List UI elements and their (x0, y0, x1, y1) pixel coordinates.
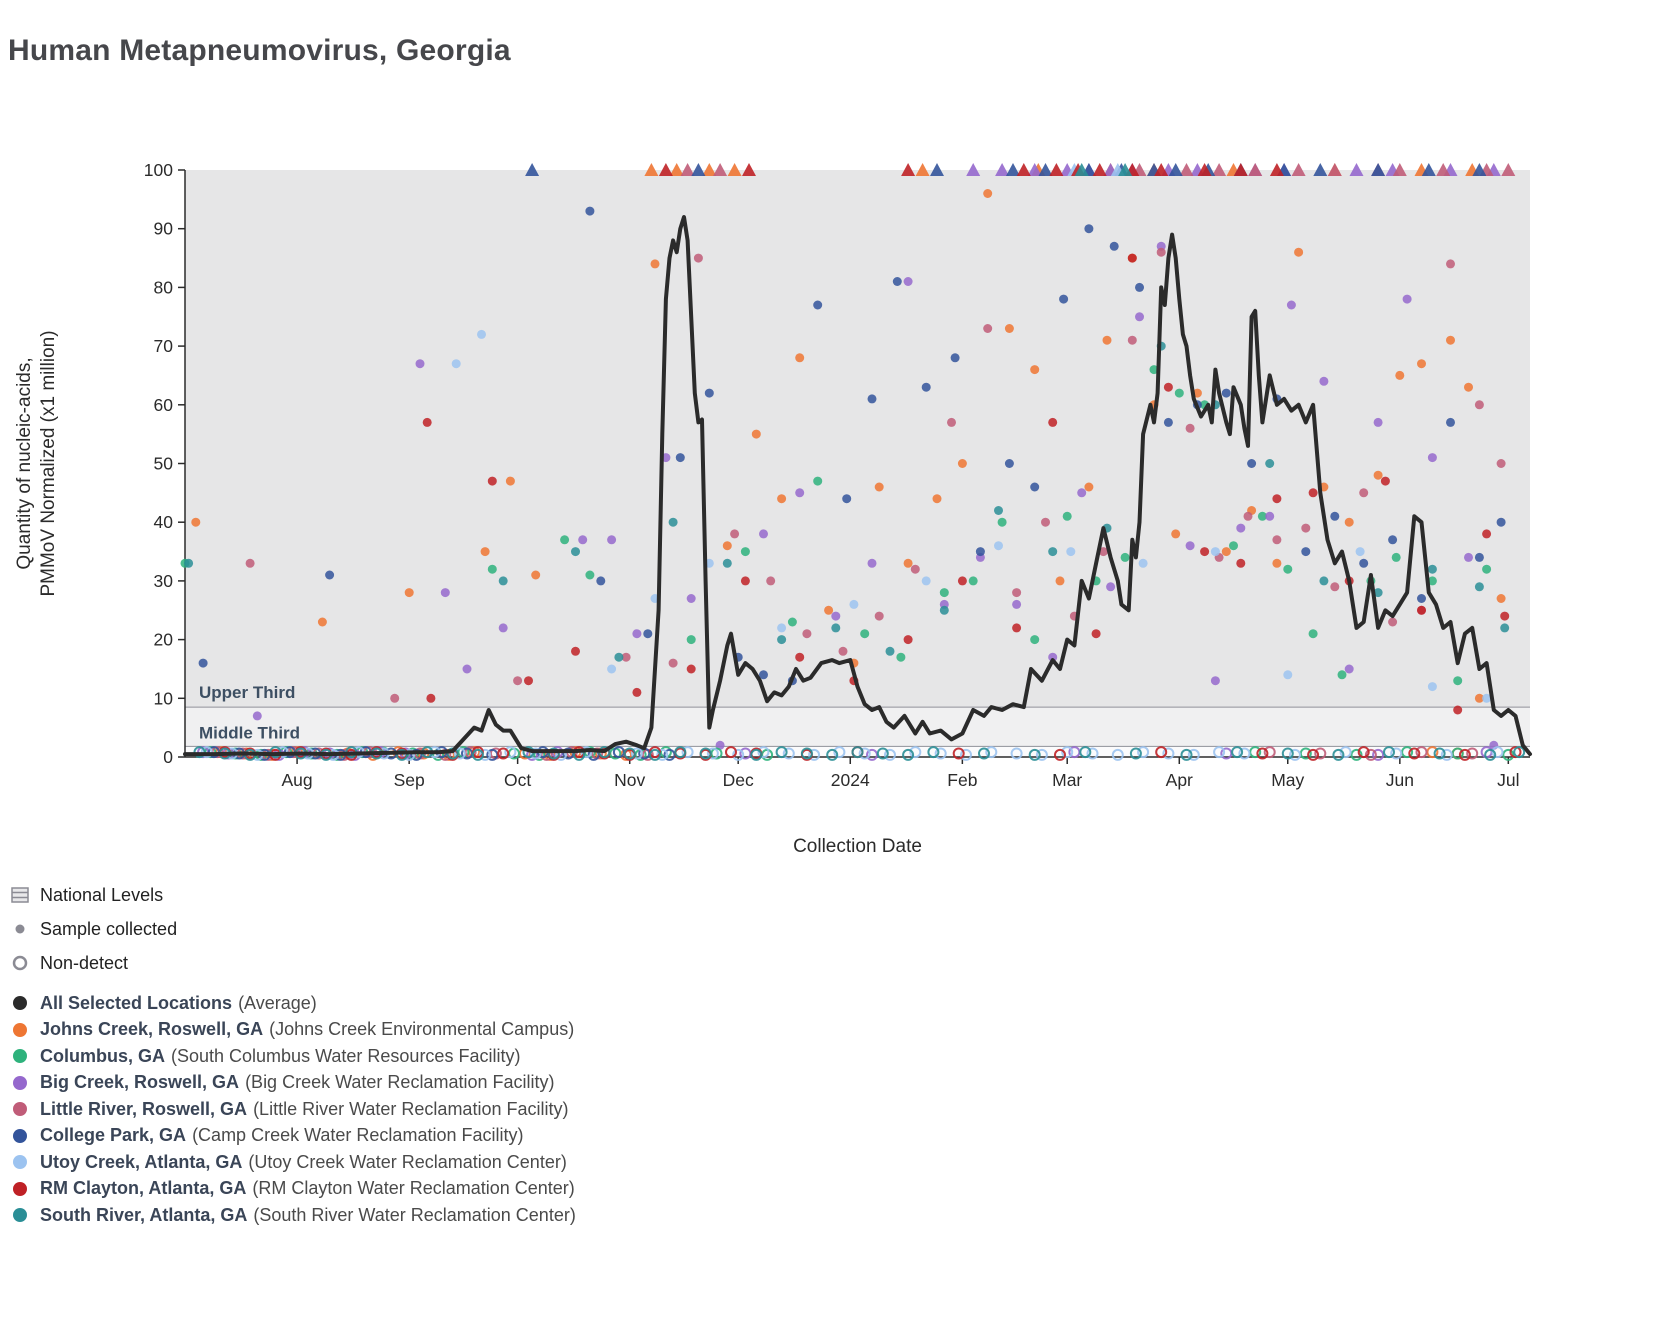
legend-location-item[interactable]: All Selected Locations (Average) (10, 990, 576, 1017)
location-detail: (Johns Creek Environmental Campus) (269, 1019, 575, 1040)
legend-location-item[interactable]: Utoy Creek, Atlanta, GA (Utoy Creek Water… (10, 1149, 576, 1176)
location-detail: (South River Water Reclamation Center) (253, 1204, 576, 1225)
average-line[interactable] (183, 215, 1532, 757)
location-detail: (Little River Water Reclamation Facility… (253, 1098, 569, 1119)
y-tick-label: 0 (163, 747, 173, 767)
location-name: Columbus, GA (40, 1045, 165, 1066)
location-detail: (South Columbus Water Resources Facility… (171, 1045, 521, 1066)
y-tick-label: 90 (154, 219, 174, 239)
location-detail: (Utoy Creek Water Reclamation Center) (248, 1151, 567, 1172)
x-tick-label: Aug (282, 770, 313, 790)
sample-points-0[interactable] (191, 189, 1506, 703)
x-tick-label: Oct (504, 770, 531, 790)
y-tick-label: 100 (144, 160, 173, 180)
x-axis-title: Collection Date (793, 836, 922, 857)
location-name: Utoy Creek, Atlanta, GA (40, 1151, 243, 1172)
location-detail: (RM Clayton Water Reclamation Center) (252, 1178, 575, 1199)
sample-points-7[interactable] (184, 341, 1510, 662)
legend-location-item[interactable]: Columbus, GA (South Columbus Water Resour… (10, 1043, 576, 1070)
location-color-dot-icon (10, 1046, 40, 1066)
location-name: Big Creek, Roswell, GA (40, 1072, 240, 1093)
location-name: RM Clayton, Atlanta, GA (40, 1178, 247, 1199)
location-detail: (Big Creek Water Reclamation Facility) (245, 1072, 555, 1093)
national-level-bands (185, 170, 1530, 757)
location-color-dot-icon (10, 1179, 40, 1199)
legend-marker-label: Sample collected (40, 918, 178, 939)
legend-location-item[interactable]: College Park, GA (Camp Creek Water Reclam… (10, 1123, 576, 1150)
sample-points-2[interactable] (252, 241, 1499, 750)
location-color-dot-icon (10, 993, 40, 1013)
x-tick-label: Dec (723, 770, 754, 790)
y-tick-label: 80 (154, 277, 174, 297)
y-tick-label: 20 (154, 630, 174, 650)
location-detail: (Average) (238, 992, 317, 1013)
location-color-dot-icon (10, 1152, 40, 1172)
x-tick-label: Nov (614, 770, 645, 790)
legend-location-item[interactable]: South River, Atlanta, GA (South River Wat… (10, 1202, 576, 1229)
y-tick-label: 10 (154, 688, 174, 708)
legend-marker-national-levels: National Levels (10, 878, 576, 912)
legend-location-list: All Selected Locations (Average) Johns Cre… (10, 990, 576, 1229)
legend-marker-label: National Levels (40, 884, 164, 905)
location-name: Johns Creek, Roswell, GA (40, 1019, 264, 1040)
x-tick-label: Jul (1497, 770, 1519, 790)
offscale-triangles-6[interactable] (658, 163, 1284, 176)
legend-marker-non-detect: Non-detect (10, 946, 576, 980)
legend-marker-sample-collected: Sample collected (10, 912, 576, 946)
page-title: Human Metapneumovirus, Georgia (8, 34, 511, 67)
location-color-dot-icon (10, 1126, 40, 1146)
x-tick-label: May (1271, 770, 1304, 790)
x-tick-label: Jun (1386, 770, 1414, 790)
location-detail: (Camp Creek Water Reclamation Facility) (192, 1125, 524, 1146)
location-name: All Selected Locations (40, 992, 233, 1013)
y-tick-label: 40 (154, 512, 174, 532)
x-axis: Aug Sep Oct Nov Dec 2024 Feb Mar Apr May Jun Jul (282, 757, 1519, 790)
legend-location-item[interactable]: RM Clayton, Atlanta, GA (RM Clayton Water… (10, 1176, 576, 1203)
y-tick-label: 30 (154, 571, 174, 591)
band-label-middle-third: Middle Third (199, 723, 300, 742)
y-axis: 0 10 20 30 40 50 60 70 80 90 100 (144, 160, 185, 767)
location-name: Little River, Roswell, GA (40, 1098, 248, 1119)
band-label-upper-third: Upper Third (199, 683, 295, 702)
non-detect-icon (10, 953, 40, 973)
sample-collected-icon (10, 919, 40, 939)
location-color-dot-icon (10, 1073, 40, 1093)
nondetect-points-5[interactable] (200, 746, 1504, 761)
x-tick-label: Apr (1166, 770, 1193, 790)
location-color-dot-icon (10, 1099, 40, 1119)
legend-location-item[interactable]: Big Creek, Roswell, GA (Big Creek Water R… (10, 1070, 576, 1097)
y-axis-title-line2: PMMoV Normalized (x1 million) (38, 330, 59, 596)
y-tick-label: 50 (154, 454, 174, 474)
y-tick-label: 70 (154, 336, 174, 356)
offscale-triangles-7[interactable] (1074, 163, 1133, 176)
y-tick-label: 60 (154, 395, 174, 415)
y-axis-title-line1: Quantity of nucleic-acids, (14, 357, 35, 569)
location-color-dot-icon (10, 1205, 40, 1225)
hmpv-timeseries-chart[interactable]: Upper Third Middle Third 0 10 20 30 40 50 60 70 80… (0, 105, 1668, 875)
x-tick-label: Sep (394, 770, 425, 790)
legend-location-item[interactable]: Little River, Roswell, GA (Little River W… (10, 1096, 576, 1123)
legend-marker-label: Non-detect (40, 952, 129, 973)
x-tick-label: 2024 (831, 770, 870, 790)
national-levels-icon (10, 885, 40, 905)
location-name: College Park, GA (40, 1125, 187, 1146)
location-name: South River, Atlanta, GA (40, 1204, 248, 1225)
location-color-dot-icon (10, 1020, 40, 1040)
legend-location-item[interactable]: Johns Creek, Roswell, GA (Johns Creek Env… (10, 1017, 576, 1044)
x-tick-label: Feb (947, 770, 977, 790)
chart-legend: National Levels Sample collected Non-detec… (10, 878, 576, 1229)
legend-marker-list: National Levels Sample collected Non-detec… (10, 878, 576, 980)
x-tick-label: Mar (1052, 770, 1082, 790)
